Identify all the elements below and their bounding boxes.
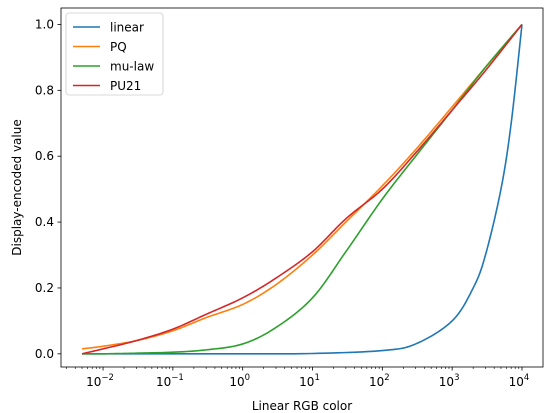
legend-label: PQ (110, 40, 127, 54)
legend-label: mu-law (110, 60, 154, 74)
x-tick-label: 104 (509, 373, 530, 389)
y-tick-label: 0.0 (35, 347, 54, 361)
y-tick-label: 0.4 (35, 215, 54, 229)
x-tick-label: 101 (299, 373, 320, 389)
y-tick-label: 0.8 (35, 83, 54, 97)
y-tick-label: 0.2 (35, 281, 54, 295)
x-axis-label: Linear RGB color (252, 399, 352, 413)
x-tick-label: 10−2 (86, 373, 114, 389)
y-tick-label: 0.6 (35, 149, 54, 163)
x-tick-label: 103 (439, 373, 460, 389)
x-axis: 10−2 10−1 100 101 102 103 104 (66, 367, 530, 389)
x-tick-label: 100 (229, 373, 250, 389)
legend-box (65, 12, 164, 96)
legend: linear PQ mu-law PU21 (65, 12, 164, 96)
series-line-pu21 (81, 23, 523, 355)
x-tick-label: 102 (369, 373, 390, 389)
x-tick-label: 10−1 (156, 373, 184, 389)
y-axis-label: Display-encoded value (10, 119, 24, 256)
axes-frame (60, 7, 544, 368)
series-line-linear (82, 24, 523, 355)
legend-label: linear (110, 21, 144, 35)
y-axis: 0.0 0.2 0.4 0.6 0.8 1.0 (35, 17, 61, 361)
legend-label: PU21 (110, 79, 141, 93)
y-tick-label: 1.0 (35, 17, 54, 31)
plot-area (81, 23, 523, 355)
